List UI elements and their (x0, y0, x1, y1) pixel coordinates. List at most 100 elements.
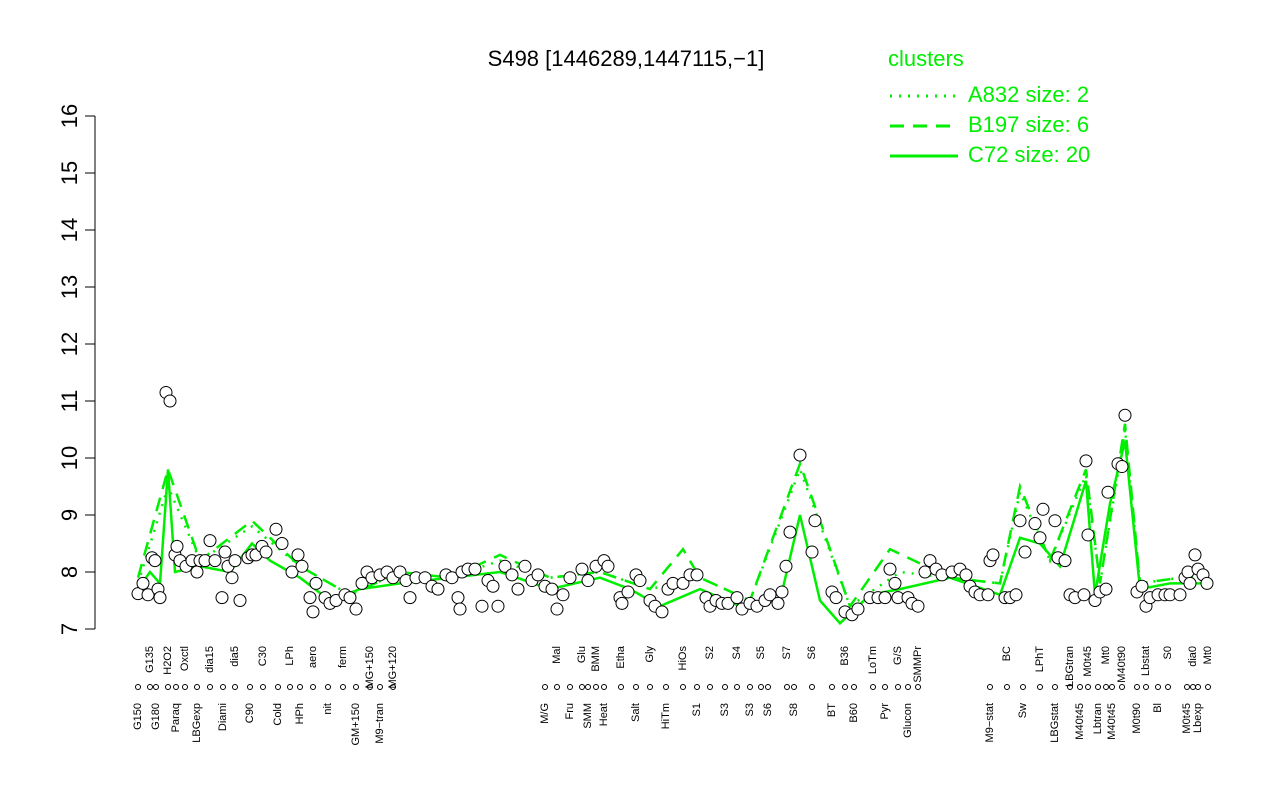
x-tick-label: Oxctl (179, 646, 191, 671)
x-tick-label: G135 (144, 646, 156, 673)
x-tick-label: LPhT (1034, 646, 1046, 673)
x-tick (895, 684, 901, 690)
point (779, 559, 793, 573)
point (550, 602, 564, 616)
point (1018, 545, 1032, 559)
x-tick-label: S7 (781, 646, 793, 659)
x-tick (1052, 684, 1058, 690)
x-tick (390, 684, 396, 690)
point (355, 576, 369, 590)
point (285, 565, 299, 579)
point (303, 591, 317, 605)
point (1081, 528, 1095, 542)
x-tick-label: Diami (217, 703, 229, 731)
x-tick (232, 684, 238, 690)
point (918, 565, 932, 579)
point (445, 571, 459, 585)
x-tick-label: HiOs (677, 646, 689, 671)
x-tick (325, 684, 331, 690)
point (545, 582, 559, 596)
x-tick (287, 684, 293, 690)
point (215, 591, 229, 605)
point (148, 554, 162, 568)
x-tick (1205, 684, 1211, 690)
x-tick-label: nit (322, 703, 334, 715)
x-tick-label: Sw (1017, 703, 1029, 718)
x-tick-label: B60 (848, 703, 860, 723)
point (291, 548, 305, 562)
point (203, 534, 217, 548)
point (1188, 548, 1202, 562)
y-tick-label: 13 (57, 275, 82, 299)
point (851, 602, 865, 616)
x-tick (165, 684, 171, 690)
x-tick-label: ferm (337, 646, 349, 668)
x-tick-label: Fru (564, 703, 576, 720)
x-tick-label: HiTm (660, 703, 672, 729)
x-tick (734, 684, 740, 690)
point (911, 599, 925, 613)
x-tick-label: Mt0 (1202, 646, 1214, 664)
point (295, 559, 309, 573)
point (556, 588, 570, 602)
point (829, 591, 843, 605)
point (451, 591, 465, 605)
x-tick (680, 684, 686, 690)
x-tick (153, 684, 159, 690)
x-tick-label: dia5 (229, 646, 241, 667)
x-tick-label: M0t45 (1082, 646, 1094, 677)
x-tick (1190, 684, 1196, 690)
legend-label: B197 size: 6 (968, 112, 1089, 137)
point (1200, 576, 1214, 590)
point (959, 568, 973, 582)
cluster-line (136, 440, 1207, 626)
x-tick-label: Mal (551, 646, 563, 664)
point (783, 525, 797, 539)
x-tick (182, 684, 188, 690)
x-tick-label: dia0 (1187, 646, 1199, 667)
x-tick (722, 684, 728, 690)
x-tick (1155, 684, 1161, 690)
x-tick-label: LPh (284, 646, 296, 666)
point (1135, 579, 1149, 593)
point (153, 591, 167, 605)
x-tick (367, 684, 373, 690)
cluster-line (136, 423, 1207, 609)
x-tick-label: MG+120 (387, 646, 399, 689)
point (986, 548, 1000, 562)
point (1079, 454, 1093, 468)
chart-title: S498 [1446289,1447115,−1] (488, 46, 765, 71)
x-tick (987, 684, 993, 690)
x-tick-label: SMMPr (912, 646, 924, 683)
x-tick-label: B36 (839, 646, 851, 666)
point (633, 574, 647, 588)
legend-label: C72 size: 20 (968, 142, 1090, 167)
x-tick (851, 684, 857, 690)
point (531, 568, 545, 582)
point (981, 588, 995, 602)
point (808, 514, 822, 528)
point (690, 568, 704, 582)
y-tick-label: 10 (57, 446, 82, 470)
x-tick-label: aero (307, 646, 319, 668)
x-tick-label: S2 (704, 646, 716, 659)
point (269, 522, 283, 536)
x-tick-label: MG+150 (364, 646, 376, 689)
point (1077, 588, 1091, 602)
legend-title: clusters (888, 46, 964, 71)
x-tick (647, 684, 653, 690)
x-tick-label: M9−tran (374, 703, 386, 744)
y-tick-label: 15 (57, 161, 82, 185)
point (883, 562, 897, 576)
x-tick (567, 684, 573, 690)
point (771, 596, 785, 610)
x-tick-label: Paraq (170, 703, 182, 732)
x-tick-label: Gly (644, 646, 656, 663)
x-tick (147, 684, 153, 690)
x-tick-label: LBGtran (1064, 646, 1076, 687)
y-tick-label: 11 (57, 390, 82, 413)
point (775, 585, 789, 599)
x-tick (260, 684, 266, 690)
x-tick (585, 684, 591, 690)
x-tick-label: G/S (892, 646, 904, 665)
